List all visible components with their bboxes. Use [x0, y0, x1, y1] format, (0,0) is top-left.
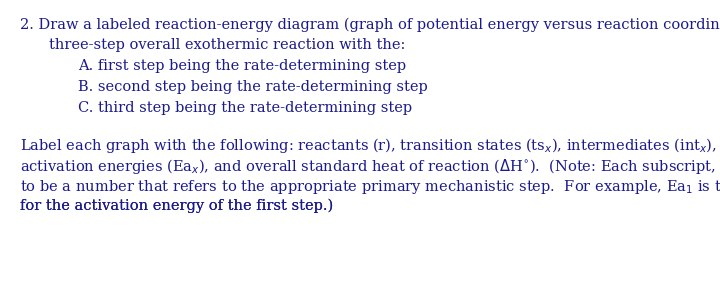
Text: three-step overall exothermic reaction with the:: three-step overall exothermic reaction w…: [49, 38, 405, 52]
Text: activation energies (Ea$_x$), and overall standard heat of reaction ($\Delta$H$^: activation energies (Ea$_x$), and overal…: [20, 157, 720, 176]
Text: for the activation energy of the first step.): for the activation energy of the first s…: [20, 199, 333, 213]
Text: Label each graph with the following: reactants (r), transition states (ts$_x$), : Label each graph with the following: rea…: [20, 136, 720, 155]
Text: B. second step being the rate-determining step: B. second step being the rate-determinin…: [78, 80, 428, 94]
Text: A. first step being the rate-determining step: A. first step being the rate-determining…: [78, 59, 406, 73]
Text: C. third step being the rate-determining step: C. third step being the rate-determining…: [78, 101, 412, 115]
Text: 2. Draw a labeled reaction-energy diagram (graph of potential energy versus reac: 2. Draw a labeled reaction-energy diagra…: [20, 17, 720, 32]
Text: to be a number that refers to the appropriate primary mechanistic step.  For exa: to be a number that refers to the approp…: [20, 178, 720, 196]
Text: for the activation energy of the first step.): for the activation energy of the first s…: [20, 199, 333, 213]
